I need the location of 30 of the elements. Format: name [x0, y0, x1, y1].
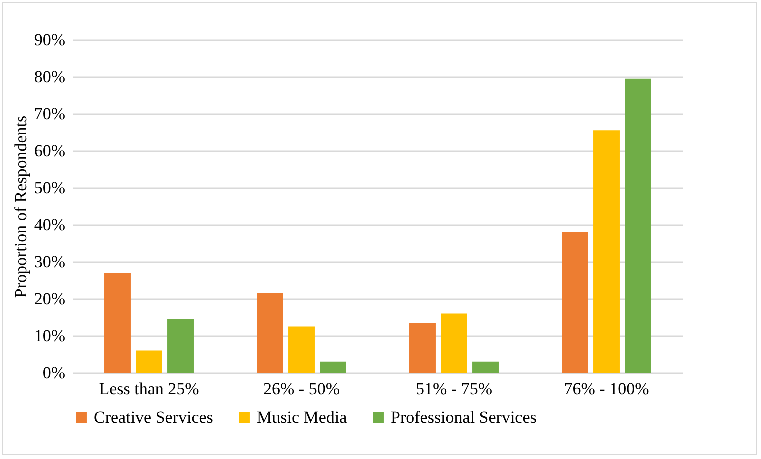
- bar: [594, 130, 620, 373]
- x-tick-label: 26% - 50%: [264, 380, 340, 398]
- y-tick-label: 10%: [34, 326, 66, 346]
- bar: [625, 78, 652, 373]
- y-tick-label: 60%: [34, 142, 66, 160]
- bar: [472, 362, 499, 373]
- bar: [168, 319, 194, 373]
- y-tick-label: 30%: [34, 252, 66, 272]
- y-axis-title: Proportion of Respondents: [11, 116, 30, 298]
- bar: [562, 232, 588, 373]
- x-tick-label: 76% - 100%: [564, 380, 650, 398]
- bar: [136, 350, 162, 373]
- y-tick-label: 0%: [42, 364, 66, 382]
- y-tick-label: 20%: [34, 290, 66, 308]
- bar: [320, 362, 346, 373]
- legend-label: Creative Services: [94, 408, 214, 427]
- x-tick-label: 51% - 75%: [416, 380, 492, 398]
- bar: [257, 293, 284, 373]
- x-tick-label: Less than 25%: [99, 380, 200, 398]
- legend-label: Music Media: [257, 408, 348, 427]
- y-tick-label: 80%: [34, 68, 66, 86]
- bar: [288, 326, 315, 373]
- bar: [410, 323, 436, 373]
- legend-label: Professional Services: [391, 408, 537, 427]
- y-tick-label: 90%: [34, 30, 66, 50]
- y-tick-label: 70%: [34, 104, 66, 124]
- y-tick-label: 40%: [34, 216, 66, 234]
- y-tick-label: 50%: [34, 178, 66, 198]
- bar: [104, 273, 131, 373]
- bar: [441, 314, 468, 373]
